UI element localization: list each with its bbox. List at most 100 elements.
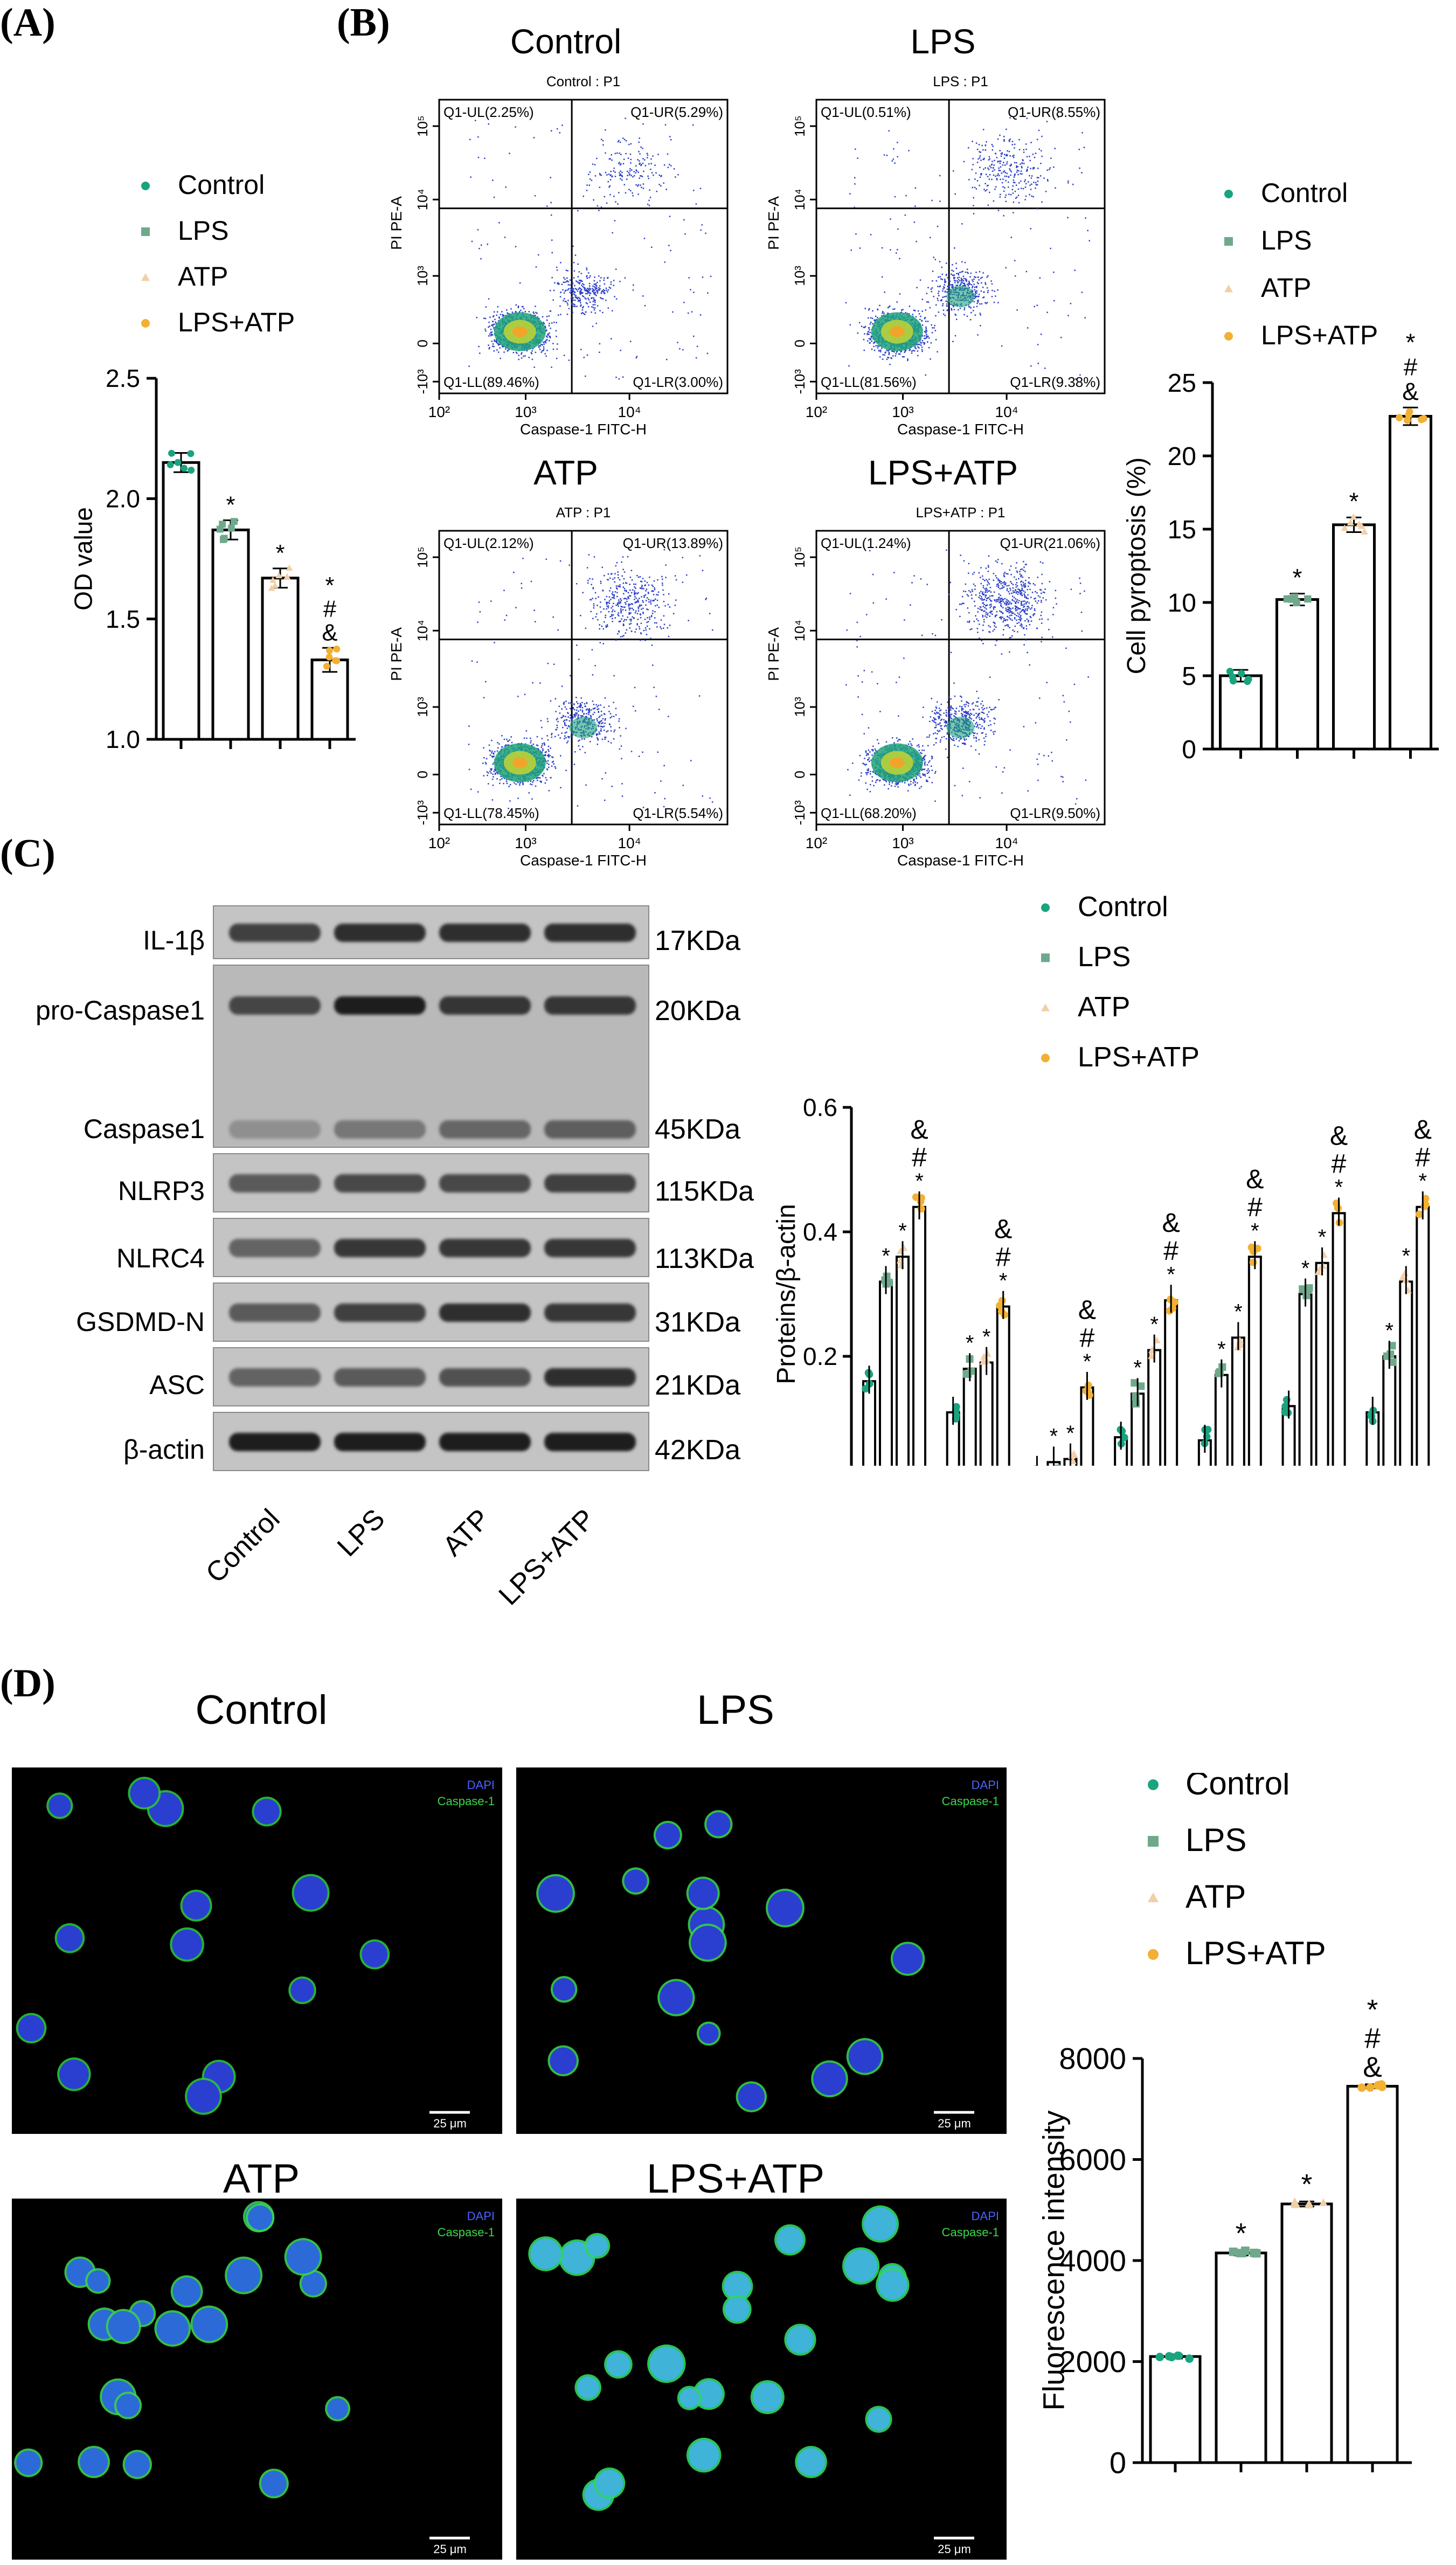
flow-event [669, 164, 670, 165]
flow-event [592, 285, 594, 287]
flow-event [873, 342, 875, 344]
flow-event [1020, 170, 1022, 172]
flow-event [576, 297, 578, 299]
flow-event [984, 282, 986, 284]
flow-event [554, 282, 556, 284]
flow-event [921, 299, 924, 300]
flow-event [652, 155, 654, 157]
flow-event [484, 157, 486, 160]
flow-event [1015, 197, 1017, 199]
data-point [1415, 1210, 1423, 1218]
flow-event [1008, 150, 1010, 152]
flow-event [491, 331, 493, 333]
flow-event [559, 296, 561, 297]
flow-event [925, 328, 927, 330]
flow-event [861, 325, 863, 327]
flow-event [600, 174, 602, 176]
flow-event [864, 333, 865, 335]
flow-event [875, 345, 877, 346]
flow-event [969, 283, 971, 285]
flow-event [629, 153, 632, 155]
flow-event [519, 282, 521, 284]
flow-event [863, 338, 865, 341]
flow-event [945, 274, 947, 275]
flow-event [924, 337, 926, 339]
flow-event [522, 782, 524, 784]
flow-event [876, 319, 878, 321]
flow-event [583, 295, 585, 297]
flow-event [661, 578, 663, 580]
flow-event [973, 205, 974, 206]
flow-event [496, 311, 498, 313]
flow-event [544, 754, 546, 757]
flow-event [563, 300, 564, 302]
flow-event [488, 344, 489, 346]
flow-event [571, 703, 573, 705]
significance-mark: * [982, 1325, 991, 1349]
flow-event [1031, 175, 1033, 177]
flow-event [605, 299, 607, 301]
flow-event [921, 339, 924, 342]
flow-event [588, 287, 590, 289]
flow-event [908, 313, 910, 315]
data-point [325, 653, 333, 661]
flow-event [564, 738, 565, 739]
flow-event [613, 731, 615, 732]
flow-event [495, 768, 496, 771]
flow-event [636, 356, 638, 358]
flow-event [620, 163, 622, 165]
flow-event [586, 288, 588, 289]
flow-event [937, 351, 938, 353]
flow-event [476, 317, 478, 318]
flow-event [570, 289, 572, 292]
flow-event [468, 365, 470, 367]
data-point [1053, 1464, 1062, 1466]
flow-event [887, 307, 889, 309]
flow-event [574, 299, 576, 301]
flow-event [976, 286, 977, 288]
flow-event [961, 271, 962, 273]
flow-event [963, 285, 965, 286]
flow-event [898, 353, 900, 355]
flow-event [589, 171, 591, 173]
flow-event [577, 263, 579, 265]
flow-event [968, 287, 970, 288]
flow-event [489, 754, 491, 756]
flow-event [553, 763, 555, 765]
legend-marker [1148, 1949, 1159, 1960]
flow-event [643, 597, 645, 598]
flow-event [576, 709, 578, 711]
flow-event [615, 376, 617, 378]
flow-event [917, 350, 919, 352]
flow-event [575, 712, 577, 714]
flow-event [600, 277, 602, 279]
flow-event [601, 290, 603, 292]
flow-event [621, 175, 623, 176]
flow-event [869, 329, 870, 331]
flow-event [672, 311, 674, 313]
flow-event [610, 587, 612, 589]
flow-event [1029, 184, 1031, 186]
flow-event [613, 167, 615, 169]
bar [862, 1380, 876, 1466]
flow-event [582, 746, 584, 747]
flow-event [592, 301, 594, 302]
flow-event [988, 191, 990, 193]
flow-event [496, 341, 498, 343]
flow-event [909, 349, 911, 351]
flow-event [549, 339, 550, 342]
flow-event [517, 306, 519, 307]
flow-event [598, 210, 600, 211]
flow-event [583, 287, 585, 288]
flow-event [650, 601, 651, 603]
flow-event [505, 779, 508, 780]
flow-event [560, 755, 561, 757]
flow-event [927, 321, 929, 322]
flow-event [585, 293, 587, 295]
flow-event [497, 343, 499, 344]
flow-event [953, 270, 954, 272]
flow-event [886, 349, 888, 351]
flow-event [505, 186, 507, 188]
flow-event [914, 187, 917, 189]
flow-event [501, 734, 503, 737]
